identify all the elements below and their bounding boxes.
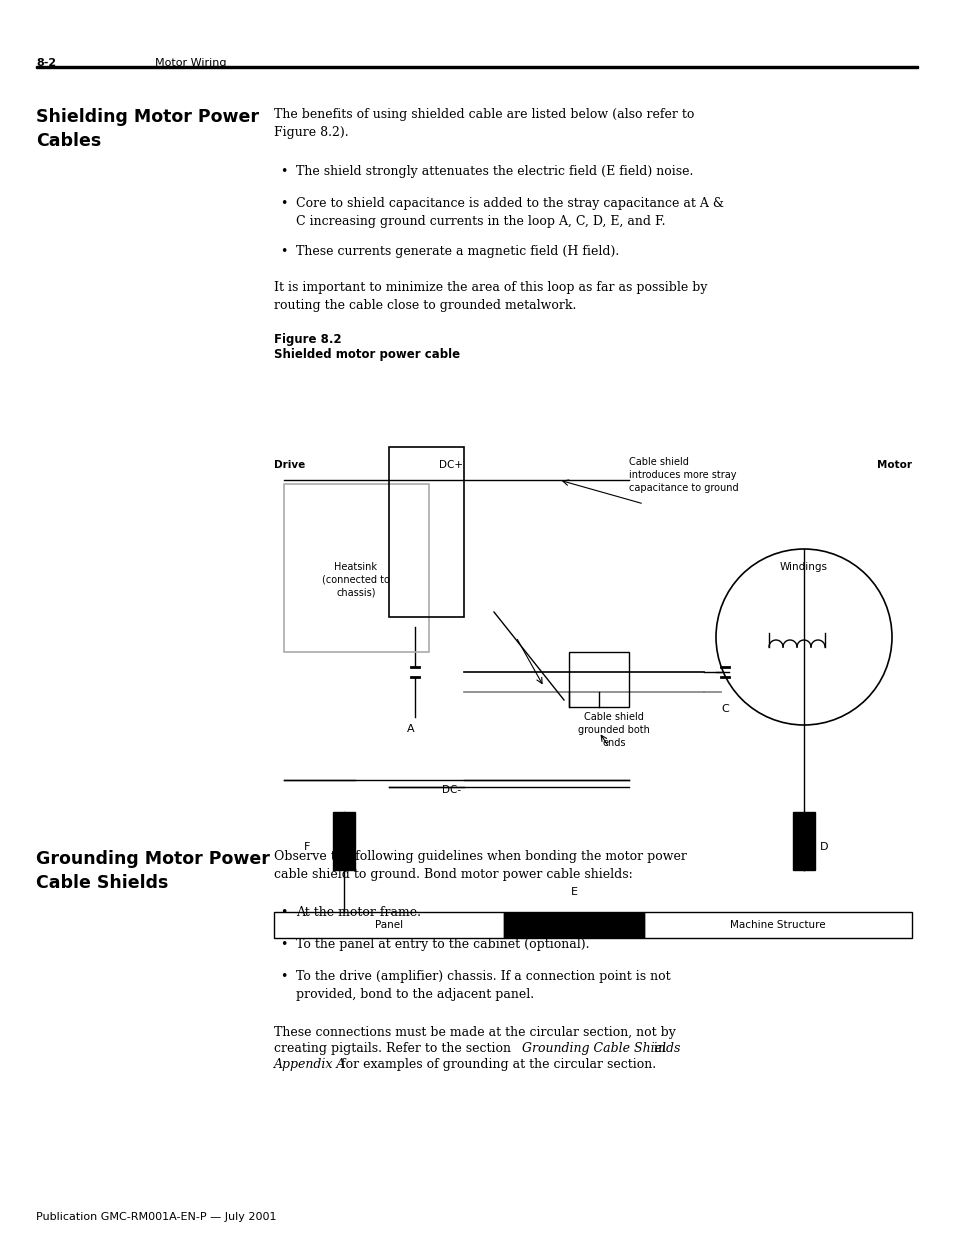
Text: C: C [720, 704, 728, 714]
Text: Cables: Cables [36, 132, 101, 149]
Text: creating pigtails. Refer to the section: creating pigtails. Refer to the section [274, 1042, 515, 1055]
Text: At the motor frame.: At the motor frame. [295, 906, 420, 919]
Text: Shielding Motor Power: Shielding Motor Power [36, 107, 258, 126]
Text: Publication GMC-RM001A-EN-P — July 2001: Publication GMC-RM001A-EN-P — July 2001 [36, 1212, 276, 1221]
Bar [568, 652, 628, 706]
Text: DC+: DC+ [438, 459, 462, 471]
Text: Windings: Windings [780, 562, 827, 572]
Bar [36, 65, 917, 68]
Text: A: A [407, 724, 415, 734]
Text: Grounding Motor Power: Grounding Motor Power [36, 850, 270, 868]
Text: D: D [820, 842, 827, 852]
Text: F: F [304, 842, 310, 852]
Text: 8-2: 8-2 [36, 58, 56, 68]
Text: •: • [280, 906, 287, 919]
Text: Machine Structure: Machine Structure [729, 920, 825, 930]
Text: •: • [280, 198, 287, 210]
Bar [274, 911, 503, 939]
Text: The benefits of using shielded cable are listed below (also refer to
Figure 8.2): The benefits of using shielded cable are… [274, 107, 694, 140]
Text: in: in [649, 1042, 665, 1055]
Text: Heatsink
(connected to
chassis): Heatsink (connected to chassis) [322, 562, 390, 598]
Bar [643, 911, 911, 939]
Text: These connections must be made at the circular section, not by: These connections must be made at the ci… [274, 1026, 675, 1039]
Text: DC-: DC- [441, 785, 460, 795]
Text: Motor Wiring: Motor Wiring [154, 58, 226, 68]
Bar [333, 811, 355, 869]
Text: Cable shield
grounded both
ends: Cable shield grounded both ends [578, 713, 649, 747]
Bar [389, 447, 463, 618]
Bar [503, 911, 643, 939]
Text: Drive: Drive [274, 459, 305, 471]
Text: Core to shield capacitance is added to the stray capacitance at A &
C increasing: Core to shield capacitance is added to t… [295, 198, 723, 228]
Text: Cable Shields: Cable Shields [36, 874, 168, 892]
Text: E: E [570, 887, 577, 897]
Text: Cable shield
introduces more stray
capacitance to ground: Cable shield introduces more stray capac… [628, 457, 738, 493]
Text: •: • [280, 245, 287, 258]
Text: •: • [280, 969, 287, 983]
Text: It is important to minimize the area of this loop as far as possible by
routing : It is important to minimize the area of … [274, 282, 707, 312]
Text: •: • [280, 165, 287, 178]
Text: Appendix A: Appendix A [274, 1058, 346, 1071]
Text: To the drive (amplifier) chassis. If a connection point is not
provided, bond to: To the drive (amplifier) chassis. If a c… [295, 969, 670, 1002]
Text: The shield strongly attenuates the electric field (E field) noise.: The shield strongly attenuates the elect… [295, 165, 693, 178]
Text: Grounding Cable Shields: Grounding Cable Shields [521, 1042, 679, 1055]
Text: •: • [280, 939, 287, 951]
Text: Shielded motor power cable: Shielded motor power cable [274, 348, 459, 361]
Text: Motor: Motor [876, 459, 911, 471]
Bar [792, 811, 814, 869]
Text: These currents generate a magnetic field (H field).: These currents generate a magnetic field… [295, 245, 618, 258]
Text: Figure 8.2: Figure 8.2 [274, 333, 341, 346]
Text: To the panel at entry to the cabinet (optional).: To the panel at entry to the cabinet (op… [295, 939, 589, 951]
Text: Panel: Panel [375, 920, 402, 930]
Text: Observe the following guidelines when bonding the motor power
cable shield to gr: Observe the following guidelines when bo… [274, 850, 686, 881]
Text: for examples of grounding at the circular section.: for examples of grounding at the circula… [336, 1058, 656, 1071]
Bar [284, 484, 429, 652]
